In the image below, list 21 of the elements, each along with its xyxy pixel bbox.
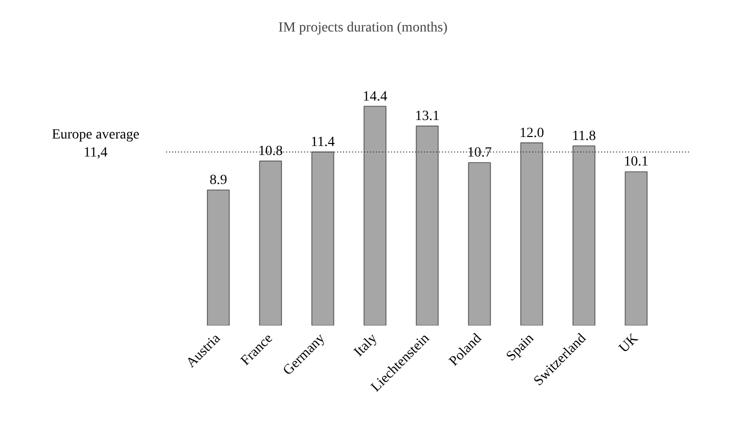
bar [624,171,648,326]
data-label: 12.0 [519,126,544,141]
data-label: 10.7 [467,146,492,161]
bar [364,106,386,326]
data-label: 13.1 [414,109,440,124]
data-label: 11.8 [572,128,596,144]
bar [206,190,230,326]
data-label: 11.4 [310,134,335,150]
bar [259,160,282,326]
data-label: 14.4 [362,89,388,104]
chart-title: IM projects duration (months) [278,20,448,36]
data-label: 8.9 [210,173,228,188]
bar [520,142,544,326]
data-label: 10.8 [258,144,283,160]
bar [572,145,596,326]
data-label: 10.1 [624,154,648,170]
x-tick-label: UK [616,331,642,356]
bar [416,126,439,326]
bar [468,162,491,326]
ref-line-label: Europe average 11,4 [52,127,140,160]
bar [311,152,334,326]
